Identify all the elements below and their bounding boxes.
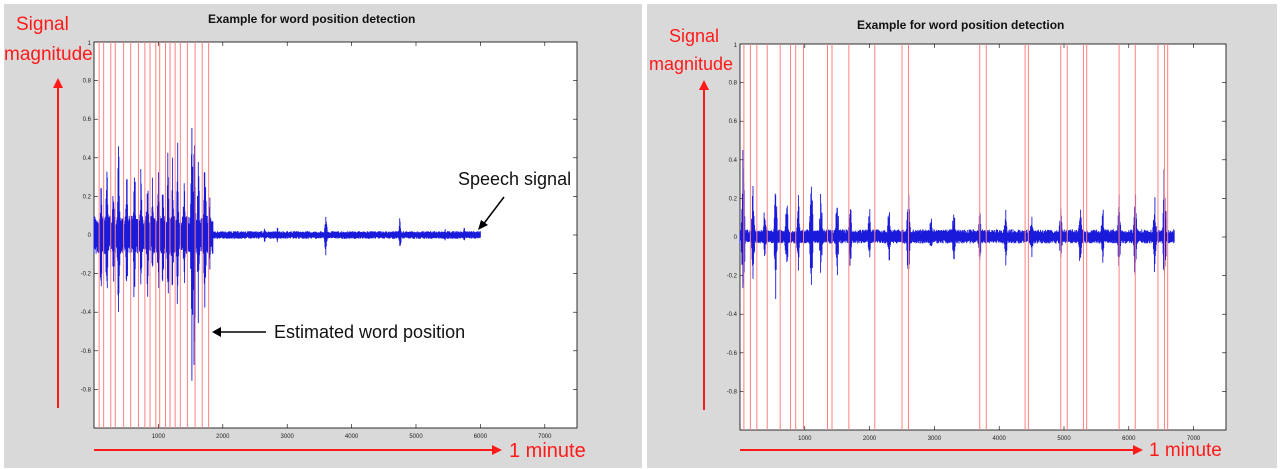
x-tick-label: 3000: [928, 436, 942, 442]
x-tick-label: 7000: [1187, 436, 1201, 442]
y-tick-label: 1: [88, 41, 92, 47]
annotation-speech-signal: Speech signal: [458, 169, 572, 189]
chart-right: 1000 2000 3000 4000 5000 6000 7000 -0.8 -0.6 -0.4…: [699, 43, 1227, 455]
y-tick-label: 0.6: [83, 117, 92, 123]
x-tick-label: 1000: [152, 434, 166, 440]
x-tick-label: 3000: [281, 434, 295, 440]
annotation-arrow-head: [212, 327, 221, 337]
x-tick-label: 4000: [345, 434, 359, 440]
y-tick-label: -0.8: [727, 389, 738, 395]
y-tick-label: 0: [734, 235, 738, 241]
x-tick-label: 2000: [863, 436, 877, 442]
annotation-estimated-word-position: Estimated word position: [274, 322, 466, 342]
x-tick-label: 6000: [474, 434, 488, 440]
x-tick-label: 1000: [798, 436, 812, 442]
chart-panel-right: 1000 2000 3000 4000 5000 6000 7000 -0.8 -0.6 -0.4…: [647, 4, 1277, 468]
chart-panel-left: 1000 2000 3000 4000 5000 6000 7000 -0.8 -0.6 -0.4…: [4, 4, 642, 468]
y-tick-label: 0.8: [83, 79, 92, 85]
y-tick-label: 0.2: [83, 194, 92, 200]
y-tick-label: 0.4: [729, 158, 738, 164]
y-tick-label: 0.8: [729, 81, 738, 87]
ylabel-line2: magnitude: [649, 54, 734, 74]
y-tick-label: 0: [88, 233, 92, 239]
y-tick-label: 0.2: [729, 196, 738, 202]
x-tick-label: 2000: [216, 434, 230, 440]
x-tick-label: 4000: [993, 436, 1007, 442]
chart-left: 1000 2000 3000 4000 5000 6000 7000 -0.8 -0.6 -0.4…: [53, 41, 578, 455]
y-tick-label: 0.6: [729, 119, 738, 125]
y-tick-label: -0.4: [81, 310, 92, 316]
y-tick-label: -0.4: [727, 312, 738, 318]
y-tick-label: -0.8: [81, 387, 92, 393]
x-tick-label: 5000: [409, 434, 423, 440]
ylabel-line2: magnitude: [4, 44, 93, 65]
y-axis-arrow-head: [699, 80, 709, 90]
ylabel-line1: Signal: [669, 26, 720, 46]
x-axis-arrow-head: [1133, 445, 1143, 455]
y-tick-label: -0.6: [727, 351, 738, 357]
xlabel: 1 minute: [1149, 440, 1222, 461]
x-axis-arrow-head: [492, 445, 502, 455]
annotation-arrow: [481, 196, 505, 227]
ylabel-line1: Signal: [16, 14, 69, 35]
chart-title: Example for word position detection: [208, 12, 416, 26]
chart-title: Example for word position detection: [857, 18, 1065, 32]
annotation-arrow-head: [478, 220, 488, 230]
y-axis-arrow-head: [53, 78, 63, 88]
y-tick-label: -0.2: [727, 274, 738, 280]
x-tick-label: 6000: [1122, 436, 1136, 442]
y-tick-label: 1: [734, 43, 738, 49]
x-tick-label: 5000: [1057, 436, 1071, 442]
y-tick-label: -0.2: [81, 272, 92, 278]
x-tick-label: 7000: [538, 434, 552, 440]
xlabel: 1 minute: [509, 440, 586, 462]
y-tick-label: -0.6: [81, 349, 92, 355]
y-tick-label: 0.4: [83, 156, 92, 162]
